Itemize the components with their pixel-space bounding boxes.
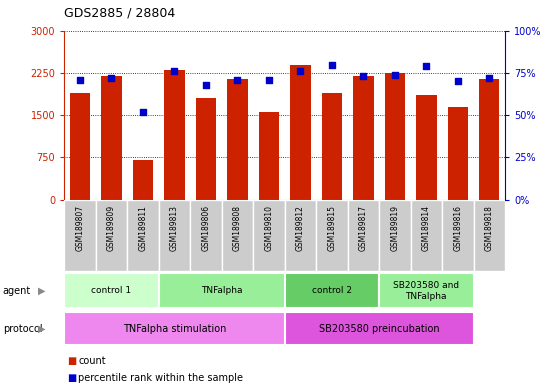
Text: control 2: control 2: [312, 286, 352, 295]
Bar: [348, 200, 379, 271]
Bar: [285, 200, 316, 271]
Point: [390, 71, 399, 78]
Point: [422, 63, 431, 69]
Text: ■: ■: [67, 356, 76, 366]
Bar: [222, 200, 253, 271]
Text: GSM189819: GSM189819: [390, 205, 400, 252]
Bar: [95, 200, 127, 271]
Bar: [285, 313, 474, 345]
Bar: [285, 273, 379, 308]
Point: [201, 82, 210, 88]
Bar: [70, 93, 90, 200]
Bar: [64, 200, 95, 271]
Point: [485, 75, 494, 81]
Bar: [253, 200, 285, 271]
Bar: [227, 79, 248, 200]
Text: GSM189814: GSM189814: [422, 205, 431, 252]
Text: GSM189812: GSM189812: [296, 205, 305, 251]
Point: [264, 77, 273, 83]
Text: ▶: ▶: [38, 324, 45, 334]
Text: GSM189811: GSM189811: [138, 205, 147, 251]
Bar: [196, 98, 216, 200]
Bar: [158, 273, 285, 308]
Text: GSM189806: GSM189806: [201, 205, 210, 252]
Bar: [133, 160, 153, 200]
Point: [328, 61, 336, 68]
Bar: [158, 200, 190, 271]
Bar: [416, 96, 436, 200]
Text: ▶: ▶: [38, 286, 45, 296]
Text: GSM189818: GSM189818: [485, 205, 494, 251]
Bar: [316, 200, 348, 271]
Bar: [190, 200, 222, 271]
Text: GSM189807: GSM189807: [75, 205, 84, 252]
Text: GSM189809: GSM189809: [107, 205, 116, 252]
Point: [138, 109, 147, 115]
Bar: [64, 273, 158, 308]
Text: GSM189813: GSM189813: [170, 205, 179, 252]
Bar: [101, 76, 122, 200]
Point: [170, 68, 179, 74]
Bar: [479, 79, 499, 200]
Point: [75, 77, 84, 83]
Text: GSM189816: GSM189816: [453, 205, 462, 252]
Text: TNFalpha: TNFalpha: [201, 286, 242, 295]
Bar: [164, 70, 185, 200]
Bar: [127, 200, 158, 271]
Bar: [379, 200, 411, 271]
Text: protocol: protocol: [3, 324, 42, 334]
Text: SB203580 preincubation: SB203580 preincubation: [319, 324, 439, 334]
Text: count: count: [78, 356, 106, 366]
Bar: [353, 76, 373, 200]
Text: GDS2885 / 28804: GDS2885 / 28804: [64, 6, 175, 19]
Bar: [64, 313, 285, 345]
Text: control 1: control 1: [92, 286, 132, 295]
Text: GSM189808: GSM189808: [233, 205, 242, 252]
Bar: [448, 107, 468, 200]
Point: [296, 68, 305, 74]
Bar: [379, 273, 474, 308]
Bar: [474, 200, 505, 271]
Point: [359, 73, 368, 79]
Bar: [290, 65, 311, 200]
Text: percentile rank within the sample: percentile rank within the sample: [78, 373, 243, 383]
Text: ■: ■: [67, 373, 76, 383]
Bar: [442, 200, 474, 271]
Bar: [384, 73, 405, 200]
Point: [453, 78, 462, 84]
Text: SB203580 and
TNFalpha: SB203580 and TNFalpha: [393, 281, 459, 301]
Text: GSM189815: GSM189815: [328, 205, 336, 252]
Point: [107, 75, 116, 81]
Text: TNFalpha stimulation: TNFalpha stimulation: [123, 324, 226, 334]
Point: [233, 77, 242, 83]
Text: GSM189817: GSM189817: [359, 205, 368, 252]
Bar: [321, 93, 342, 200]
Text: agent: agent: [3, 286, 31, 296]
Bar: [258, 113, 279, 200]
Bar: [411, 200, 442, 271]
Text: GSM189810: GSM189810: [264, 205, 273, 252]
